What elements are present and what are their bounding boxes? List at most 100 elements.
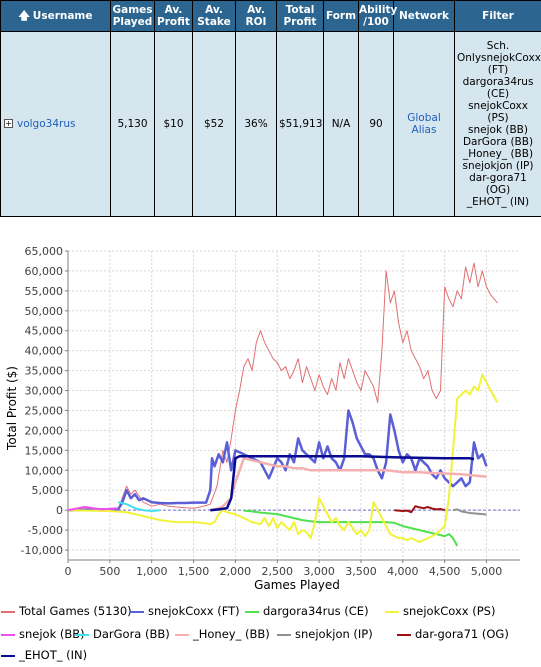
chart-legend: Total Games (5130) snejokCoxx (FT) dargora… (0, 597, 541, 667)
filter-line: _Honey_ (BB) (462, 148, 534, 160)
series-line-ehot-in (210, 455, 475, 512)
column-header-ability[interactable]: Ability/100 (358, 0, 398, 32)
legend-label: _Honey_ (BB) (193, 627, 270, 641)
profit-chart: -10,000 -5,000 0 5,000 10,000 15,000 20,000 25,… (0, 242, 541, 595)
x-tick-label: 3,500 (345, 565, 377, 578)
filter-line: snejok (BB) (468, 124, 528, 136)
filter-line: dar-gora71 (469, 172, 527, 184)
header-text: Filter (482, 10, 514, 22)
x-tick-label: 4,000 (387, 565, 419, 578)
series-line-snejokcoxx-ps (67, 373, 499, 544)
header-text: Ability (359, 4, 398, 16)
expand-plus-icon[interactable]: + (4, 119, 13, 128)
y-tick-label: 50,000 (25, 305, 64, 318)
column-header-total-profit[interactable]: Total Profit (276, 0, 324, 32)
legend-item: _Honey_ (BB) (175, 626, 270, 642)
column-header-username[interactable]: 🡅 Username (0, 0, 111, 32)
header-text: Total (285, 4, 315, 16)
header-text: Form (325, 10, 357, 22)
x-tick-label: 1,000 (136, 565, 168, 578)
legend-item: snejokCoxx (PS) (385, 603, 495, 619)
series-line-total-games-5130 (67, 262, 498, 511)
y-tick-label: -5,000 (28, 524, 63, 537)
column-header-filter[interactable]: Filter (454, 0, 541, 32)
username-link[interactable]: volgo34rus (17, 118, 76, 130)
y-tick-label: 65,000 (25, 245, 64, 258)
legend-swatch (130, 610, 144, 613)
y-tick-label: 60,000 (25, 265, 64, 278)
column-header-form[interactable]: Form (323, 0, 359, 32)
legend-swatch (277, 633, 291, 636)
header-text: Network (398, 10, 449, 22)
header-text: Av. (247, 4, 265, 16)
x-axis-label: Games Played (254, 578, 340, 592)
column-header-av-stake[interactable]: Av. Stake (192, 0, 236, 32)
filter-line: _EHOT_ (IN) (466, 196, 530, 208)
av-stake-cell: $52 (192, 31, 236, 217)
legend-swatch (1, 654, 15, 657)
y-tick-label: 40,000 (25, 345, 64, 358)
column-header-av-profit[interactable]: Av. Profit (154, 0, 193, 32)
legend-item: dargora34rus (CE) (245, 603, 369, 619)
y-tick-label: 0 (56, 504, 63, 517)
legend-swatch (1, 610, 15, 613)
legend-item: DarGora (BB) (75, 626, 170, 642)
header-text: Av. (164, 4, 183, 16)
filter-line: (OG) (485, 184, 511, 196)
x-tick-label: 2,000 (220, 565, 252, 578)
filter-line: (PS) (487, 112, 509, 124)
x-tick-label: 0 (65, 565, 72, 578)
filter-line: DarGora (BB) (462, 136, 534, 148)
x-tick-label: 1,500 (178, 565, 210, 578)
network-cell: Global Alias (393, 31, 455, 217)
network-link[interactable]: Global Alias (407, 112, 441, 136)
legend-label: _EHOT_ (IN) (19, 648, 88, 662)
y-tick-label: 15,000 (25, 444, 64, 457)
filter-line: dargora34rus (462, 76, 534, 88)
total-profit-cell: $51,913 (276, 31, 324, 217)
sort-up-arrow-icon[interactable]: 🡅 (18, 9, 30, 22)
username-cell: + volgo34rus (0, 31, 111, 217)
ability-cell: 90 (358, 31, 394, 217)
header-text: Games (112, 4, 153, 16)
av-profit-cell: $10 (154, 31, 193, 217)
form-cell: N/A (323, 31, 359, 217)
legend-label: dar-gora71 (OG) (415, 627, 509, 641)
x-tick-label: 5,000 (471, 565, 503, 578)
filter-line: (CE) (486, 88, 510, 100)
header-text: Av. (205, 4, 223, 16)
filter-line: OnlysnejokCoxx (457, 52, 541, 64)
header-text: Played (112, 16, 153, 28)
filter-line: snejokCoxx (468, 100, 528, 112)
av-roi-cell: 36% (235, 31, 277, 217)
stats-table: 🡅 Username Games Played Av. Profit Av. Stake… (0, 0, 541, 217)
legend-swatch (397, 633, 411, 636)
y-tick-label: 5,000 (32, 484, 64, 497)
legend-label: Total Games (5130) (19, 604, 132, 618)
legend-swatch (245, 610, 259, 613)
series-line-snejokjon-ip (452, 508, 487, 516)
legend-item: snejokjon (IP) (277, 626, 373, 642)
series-line-dargora34rus-ce (243, 509, 459, 547)
column-header-network[interactable]: Network (393, 0, 455, 32)
header-text: Stake (197, 16, 231, 28)
profit-chart-svg: -10,000 -5,000 0 5,000 10,000 15,000 20,000 25,… (5, 245, 520, 592)
legend-label: snejok (BB) (19, 627, 85, 641)
column-header-games-played[interactable]: Games Played (110, 0, 155, 32)
header-text: ROI (245, 16, 267, 28)
legend-label: snejokjon (IP) (295, 627, 373, 641)
table-row: + volgo34rus 5,130 $10 $52 36% $51,913 N/… (0, 31, 541, 217)
y-tick-label: -10,000 (21, 544, 63, 557)
chart-series (67, 262, 499, 547)
legend-item: Total Games (5130) (1, 603, 132, 619)
series-line-honey-bb (210, 457, 487, 512)
games-played-cell: 5,130 (110, 31, 155, 217)
legend-label: snejokCoxx (FT) (148, 604, 240, 618)
legend-item: snejokCoxx (FT) (130, 603, 240, 619)
header-text: /100 (363, 16, 389, 28)
x-tick-label: 500 (99, 565, 120, 578)
column-header-av-roi[interactable]: Av. ROI (235, 0, 277, 32)
series-line-snejok-bb (67, 506, 119, 512)
legend-swatch (385, 610, 399, 613)
y-axis-label: Total Profit ($) (5, 366, 19, 451)
